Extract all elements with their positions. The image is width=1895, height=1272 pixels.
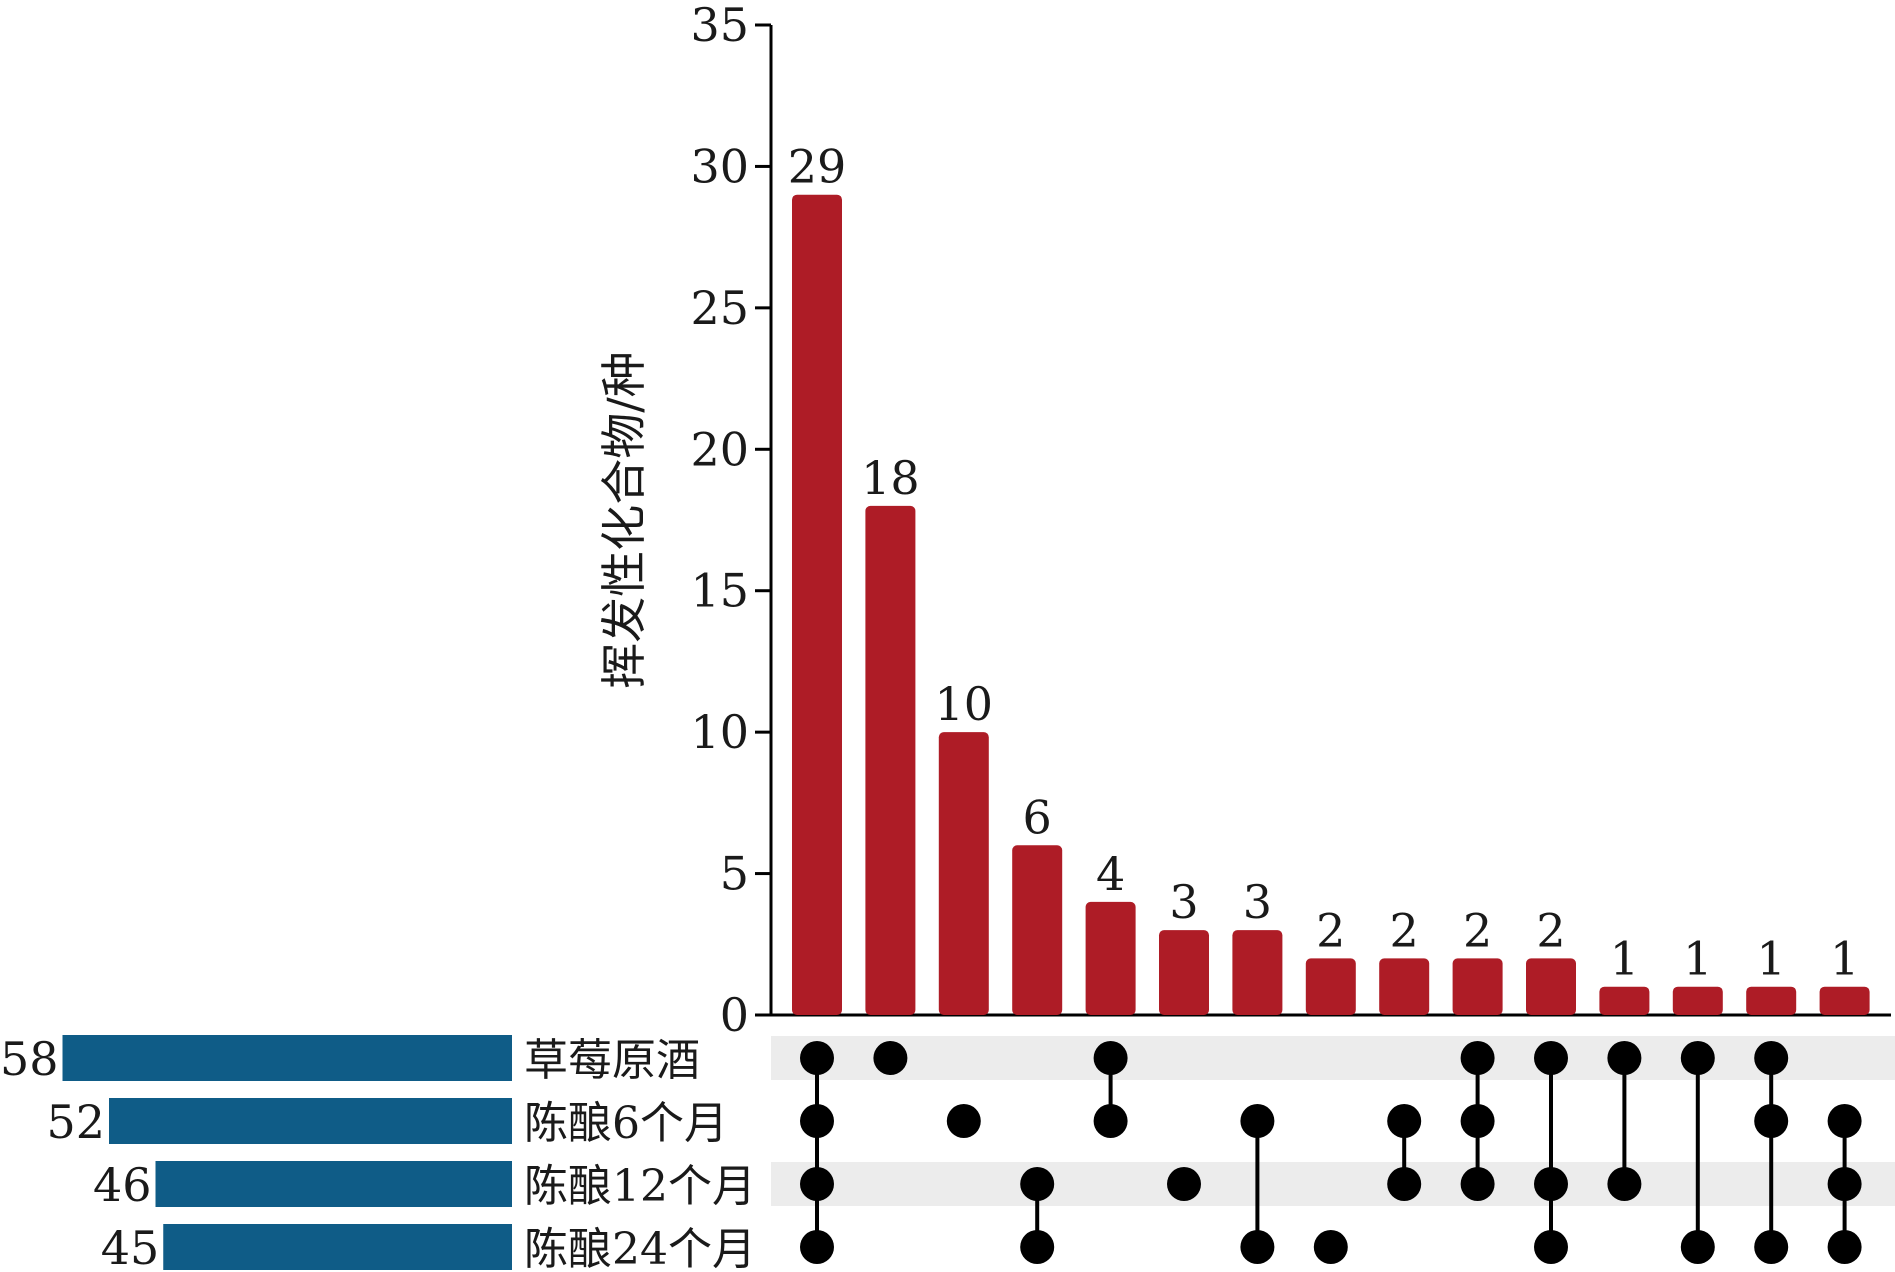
intersection-bar-label: 1	[1830, 932, 1859, 986]
intersection-bar	[1379, 958, 1430, 1015]
y-tick-label: 5	[720, 847, 749, 901]
intersection-bar	[1305, 958, 1356, 1015]
intersection-bar	[1819, 986, 1870, 1015]
set-size-value: 52	[46, 1095, 105, 1149]
set-size-bar	[163, 1224, 512, 1270]
matrix-dot	[1534, 1230, 1568, 1264]
intersection-bar	[1672, 986, 1723, 1015]
matrix-row-shade	[771, 1036, 1895, 1080]
intersection-bar	[1526, 958, 1576, 1015]
intersection-bar-label: 1	[1610, 932, 1639, 986]
matrix-dot	[800, 1230, 834, 1264]
matrix-dot	[800, 1104, 834, 1138]
matrix-dot	[1754, 1104, 1789, 1138]
intersection-bar-label: 10	[935, 677, 994, 731]
intersection-bar	[1232, 930, 1283, 1015]
intersection-bar	[1159, 930, 1209, 1015]
set-size-value: 45	[101, 1221, 160, 1272]
matrix-dot	[1167, 1167, 1201, 1201]
set-size-bar	[155, 1161, 512, 1207]
set-size-bar	[62, 1035, 512, 1081]
intersection-bar-label: 2	[1463, 903, 1492, 957]
matrix-dot	[1240, 1104, 1275, 1138]
matrix-dot	[1607, 1041, 1642, 1075]
matrix-dot	[946, 1104, 981, 1138]
intersection-bar	[1746, 986, 1797, 1015]
set-label: 草莓原酒	[524, 1035, 700, 1086]
y-axis: 0 5 10 15 20 25 30 35	[690, 0, 1891, 1042]
matrix-row-shading	[771, 1036, 1895, 1206]
matrix-dot	[1680, 1230, 1715, 1264]
matrix-dot	[1460, 1104, 1495, 1138]
matrix-dot	[1020, 1167, 1055, 1201]
set-label: 陈酿12个月	[524, 1161, 756, 1212]
y-tick-label: 35	[690, 0, 749, 52]
matrix-dot	[1460, 1167, 1495, 1201]
intersection-bars	[792, 194, 1870, 1015]
y-tick-label: 10	[690, 705, 749, 759]
set-size-values: 58 52 46 45	[0, 1032, 159, 1272]
matrix-dot	[1313, 1230, 1348, 1264]
intersection-bar	[1012, 845, 1063, 1015]
intersection-bar-label: 2	[1390, 903, 1419, 957]
y-tick-label: 30	[690, 139, 749, 193]
set-label: 陈酿6个月	[524, 1098, 728, 1149]
matrix-dot	[1827, 1230, 1862, 1264]
matrix-dot	[1607, 1167, 1642, 1201]
intersection-bar-label: 1	[1683, 932, 1712, 986]
matrix-dot	[1460, 1041, 1495, 1075]
matrix-dot	[1827, 1167, 1862, 1201]
matrix-dot	[1093, 1104, 1128, 1138]
intersection-bar	[792, 194, 842, 1015]
matrix-dot	[1534, 1167, 1568, 1201]
intersection-bar-label: 3	[1169, 875, 1198, 929]
set-size-bar	[109, 1098, 512, 1144]
matrix-dot	[1754, 1230, 1789, 1264]
intersection-bar-label: 1	[1757, 932, 1786, 986]
intersection-bar-label: 3	[1243, 875, 1272, 929]
matrix-dot	[1387, 1104, 1422, 1138]
y-axis-label: 挥发性化合物/种	[597, 351, 651, 689]
matrix-dot	[800, 1167, 834, 1201]
set-size-value: 46	[93, 1158, 152, 1212]
intersection-bar-label: 6	[1023, 790, 1052, 844]
intersection-matrix	[800, 1041, 1862, 1264]
matrix-dot	[873, 1041, 908, 1075]
matrix-dot	[1387, 1167, 1422, 1201]
matrix-dot	[1827, 1104, 1862, 1138]
matrix-dot	[800, 1041, 834, 1075]
y-tick-label: 15	[690, 564, 749, 618]
matrix-dot	[1534, 1041, 1568, 1075]
intersection-bar	[1452, 958, 1503, 1015]
intersection-bar	[938, 732, 989, 1015]
y-tick-label: 0	[720, 988, 749, 1042]
matrix-dot	[1240, 1230, 1275, 1264]
matrix-row-shade	[771, 1162, 1895, 1206]
intersection-bar	[1085, 901, 1136, 1015]
intersection-bar-label: 2	[1536, 903, 1565, 957]
intersection-bar-label: 18	[861, 451, 920, 505]
set-size-bars	[62, 1035, 512, 1270]
matrix-dot	[1680, 1041, 1715, 1075]
intersection-bar-label: 4	[1096, 847, 1125, 901]
set-size-value: 58	[0, 1032, 59, 1086]
matrix-dot	[1093, 1041, 1128, 1075]
y-tick-label: 25	[690, 281, 749, 335]
matrix-dot	[1754, 1041, 1789, 1075]
y-tick-label: 20	[690, 422, 749, 476]
intersection-bar-label: 2	[1316, 903, 1345, 957]
y-ticks: 0 5 10 15 20 25 30 35	[690, 0, 771, 1042]
intersection-bar	[865, 505, 916, 1015]
matrix-dot	[1020, 1230, 1055, 1264]
intersection-bar-label: 29	[788, 140, 847, 194]
intersection-bar	[1599, 986, 1650, 1015]
set-label: 陈酿24个月	[524, 1224, 756, 1272]
